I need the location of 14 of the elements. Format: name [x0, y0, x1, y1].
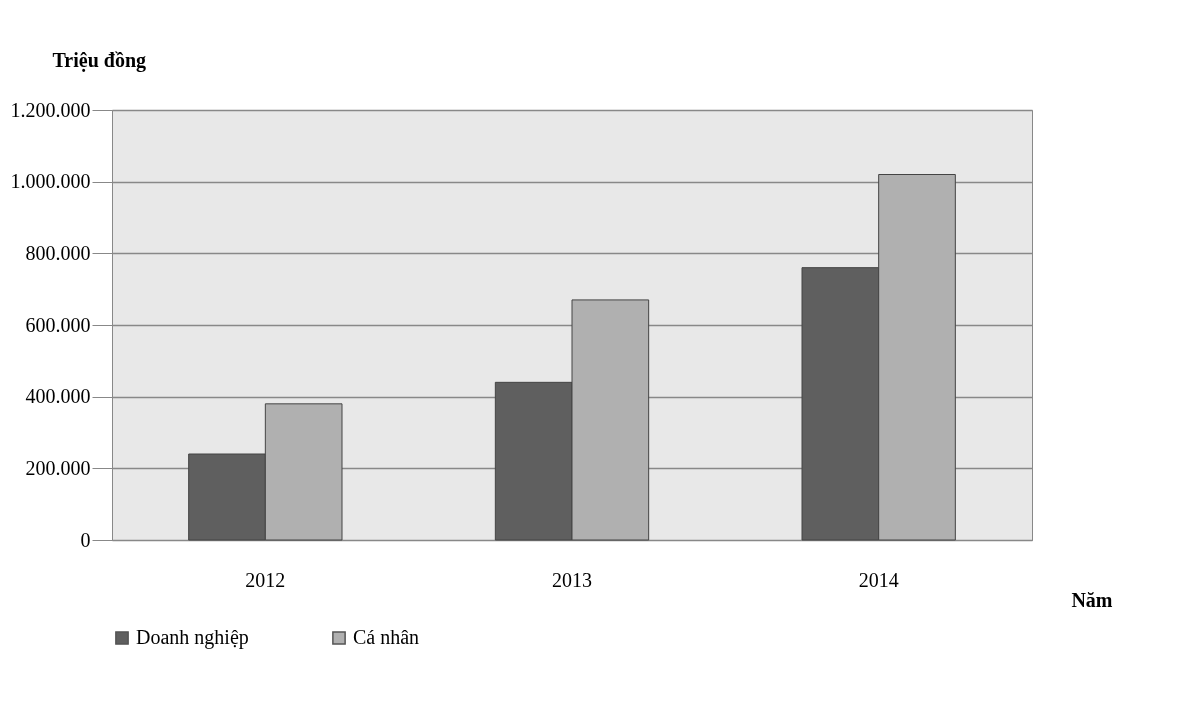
y-tick-label: 1.200.000: [10, 98, 91, 121]
x-axis-title: Năm: [1071, 588, 1113, 611]
x-tick-label: 2013: [552, 568, 592, 591]
y-tick-label: 0: [80, 528, 91, 551]
legend-label: Doanh nghiệp: [136, 626, 249, 649]
legend-label: Cá nhân: [353, 626, 420, 648]
y-tick-label: 400.000: [25, 385, 91, 408]
y-tick-label: 600.000: [25, 313, 91, 336]
x-tick-label: 2012: [245, 568, 286, 591]
y-tick-label: 200.000: [25, 456, 91, 479]
y-axis-title: Triệu đồng: [52, 48, 147, 72]
x-tick-label: 2014: [858, 568, 899, 591]
y-tick-label: 800.000: [25, 241, 91, 264]
y-tick-label: 1.000.000: [10, 170, 91, 193]
